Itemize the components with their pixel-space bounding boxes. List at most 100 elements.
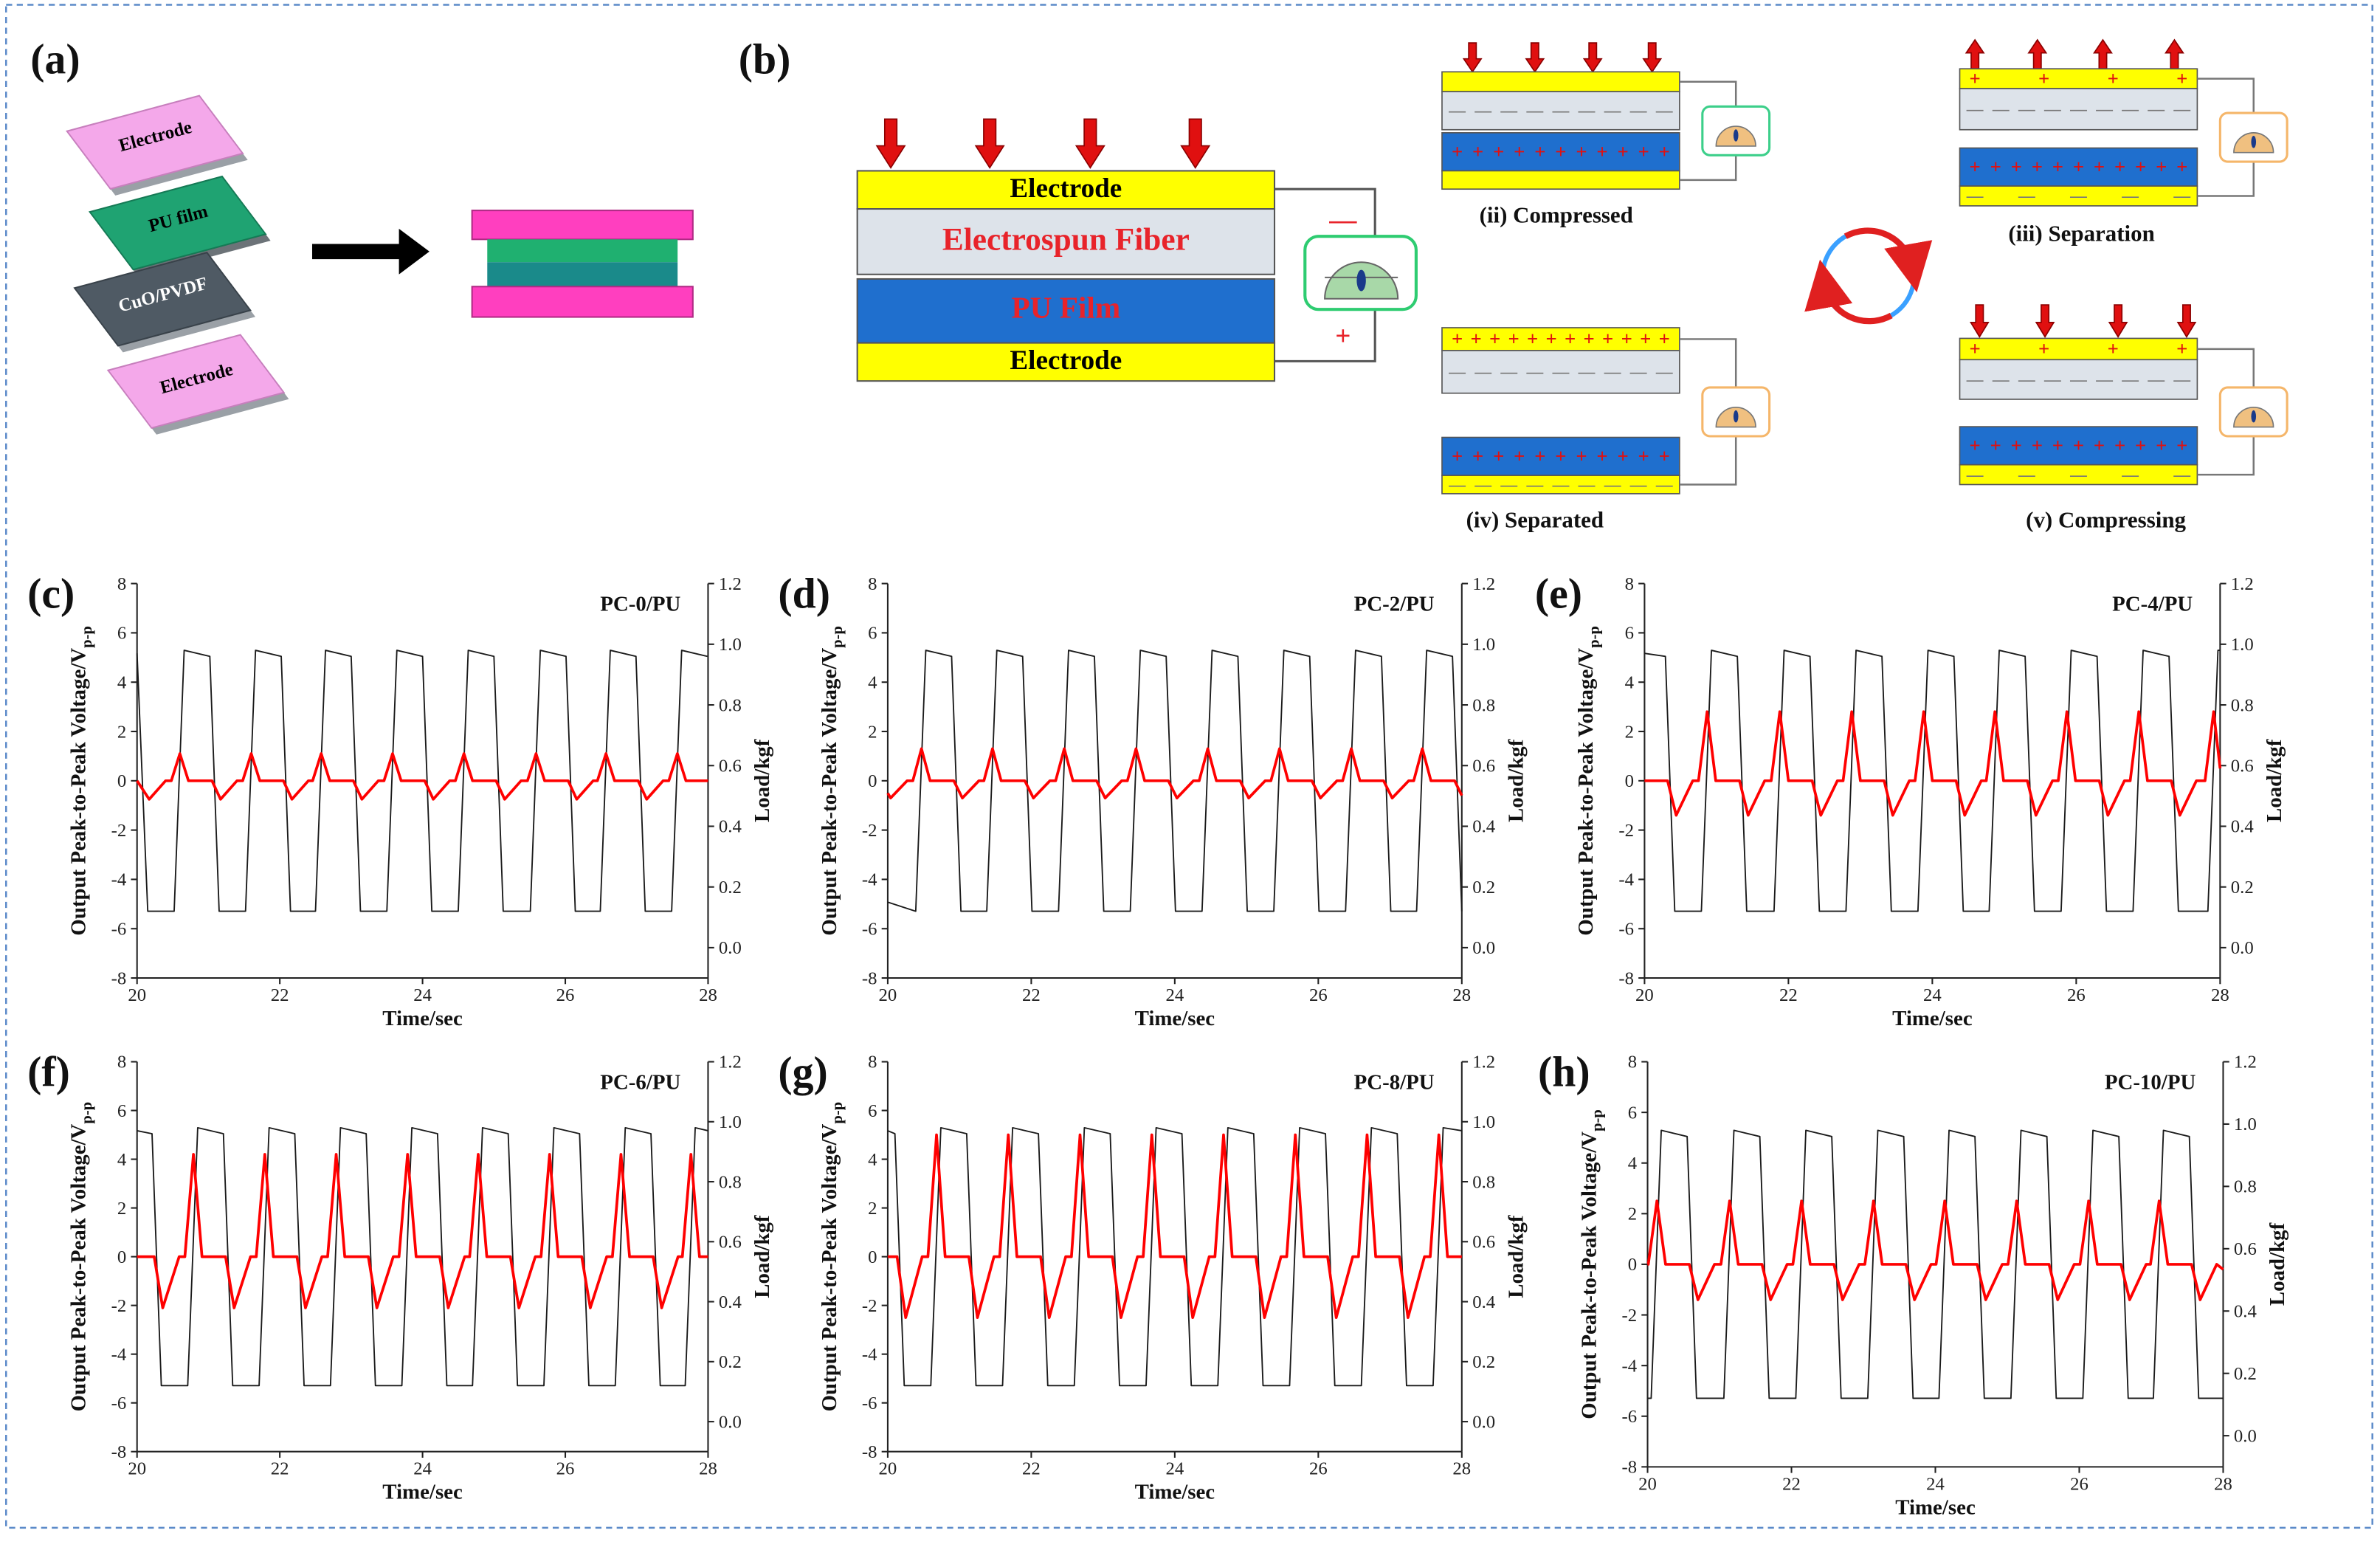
charge-sign: — xyxy=(2043,370,2061,388)
y-tick-label: -2 xyxy=(111,821,127,841)
charge-sign: + xyxy=(1514,445,1525,467)
y-tick-label: 2 xyxy=(1625,722,1634,742)
data-line xyxy=(137,1126,708,1387)
y-axis-label-text: Output Peak-to-Peak Voltage/V xyxy=(67,1123,91,1411)
y2-tick-label: 0.4 xyxy=(719,817,742,837)
chart: 20 22 24 26 28-8-6-4-2024680.00.20.40.60.81.… xyxy=(27,1050,774,1504)
panel-label: (g) xyxy=(778,1050,827,1096)
x-tick-label: 22 xyxy=(1782,1474,1801,1494)
charge-sign: — xyxy=(2121,100,2139,118)
data-line xyxy=(1644,650,2221,912)
x-tick-label: 28 xyxy=(1452,985,1471,1005)
y-tick-label: 6 xyxy=(1625,624,1634,644)
x-tick-label: 20 xyxy=(879,985,897,1005)
y2-tick-label: 0.8 xyxy=(2231,695,2254,715)
charge-sign: — xyxy=(2147,370,2165,388)
y-axis-label-subscript: p-p xyxy=(1590,1109,1606,1132)
y2-tick-label: 0.0 xyxy=(1472,938,1495,958)
charge-sign: — xyxy=(2069,100,2087,118)
layer xyxy=(1441,436,1680,476)
charge-sign: — xyxy=(1629,362,1647,381)
charge-sign: — xyxy=(1526,101,1544,120)
force-arrow xyxy=(1970,304,1990,338)
y-tick-label: -8 xyxy=(111,968,127,988)
y2-tick-label: 0.0 xyxy=(719,1412,742,1432)
charge-sign: — xyxy=(1578,101,1596,120)
charge-sign: + xyxy=(2011,156,2022,178)
charge-sign: — xyxy=(2069,187,2087,205)
data-line xyxy=(887,1126,1462,1387)
panel-label: (e) xyxy=(1535,571,1582,618)
charge-sign: + xyxy=(1546,328,1557,350)
charge-sign: + xyxy=(1514,140,1525,162)
y-axis-label-text: Output Peak-to-Peak Voltage/V xyxy=(818,648,841,936)
x-tick-label: 28 xyxy=(2211,985,2229,1005)
y2-tick-label: 0.4 xyxy=(1472,1292,1495,1312)
y2-tick-label: 0.0 xyxy=(2234,1426,2257,1446)
data-line xyxy=(137,1153,708,1309)
y2-tick-label: 1.0 xyxy=(1472,1112,1495,1132)
charge-sign: + xyxy=(1576,445,1587,467)
charge-sign: + xyxy=(1508,328,1520,350)
y-tick-label: -4 xyxy=(1618,870,1634,890)
data-line xyxy=(887,1133,1462,1320)
y-tick-label: -8 xyxy=(111,1442,127,1462)
charge-sign: + xyxy=(1452,445,1463,467)
y2-tick-label: 0.2 xyxy=(1472,1352,1495,1372)
y-tick-label: -6 xyxy=(111,919,127,939)
charge-sign: — xyxy=(1474,362,1491,381)
y-tick-label: 6 xyxy=(117,624,126,644)
force-arrow xyxy=(1642,42,1663,73)
force-arrow xyxy=(2108,304,2128,338)
y2-tick-label: 1.2 xyxy=(1472,574,1495,594)
force-arrow xyxy=(974,118,1005,169)
charge-sign: — xyxy=(2018,187,2035,205)
chart-title: PC-0/PU xyxy=(600,593,680,616)
charge-sign: + xyxy=(1555,140,1566,162)
meter-needle xyxy=(1733,410,1739,423)
y-tick-label: 4 xyxy=(1628,1154,1637,1174)
charge-sign: + xyxy=(1659,140,1670,162)
y2-tick-label: 1.2 xyxy=(719,1053,742,1072)
y-tick-label: 0 xyxy=(117,1247,126,1267)
x-tick-label: 22 xyxy=(1022,985,1041,1005)
charge-sign: — xyxy=(2095,370,2113,388)
x-tick-label: 20 xyxy=(879,1459,897,1479)
y2-axis-label: Load/kgf xyxy=(1504,739,1528,822)
panel-label: (c) xyxy=(27,571,75,618)
layer-stack-exploded: Electrode PU film CuO/PVDF Electrode xyxy=(66,94,289,435)
x-axis-label: Time/sec xyxy=(1135,1007,1215,1030)
force-arrow xyxy=(2035,304,2055,338)
x-tick-label: 28 xyxy=(1452,1459,1471,1479)
force-arrow xyxy=(1075,118,1106,169)
charge-sign: — xyxy=(1578,362,1596,381)
y-tick-label: 6 xyxy=(117,1101,126,1121)
charge-sign: — xyxy=(1328,205,1357,235)
charge-sign: — xyxy=(1474,475,1491,494)
layer xyxy=(1959,68,2198,89)
y-tick-label: 8 xyxy=(117,1053,126,1072)
data-line xyxy=(136,650,708,912)
layer xyxy=(1959,337,2198,361)
force-arrow xyxy=(2093,38,2113,70)
y-tick-label: 6 xyxy=(1628,1103,1637,1123)
x-tick-label: 20 xyxy=(1635,985,1654,1005)
charge-sign: — xyxy=(2018,370,2035,388)
charge-sign: + xyxy=(1534,140,1545,162)
x-tick-label: 26 xyxy=(1309,985,1328,1005)
y2-tick-label: 1.0 xyxy=(719,1112,742,1132)
force-arrow xyxy=(1582,42,1603,73)
y-tick-label: -4 xyxy=(111,1345,127,1365)
chart-title: PC-8/PU xyxy=(1354,1071,1435,1095)
x-tick-label: 22 xyxy=(271,1459,289,1479)
x-tick-label: 20 xyxy=(128,985,146,1005)
y2-axis-label: Load/kgf xyxy=(1504,1215,1528,1298)
y-axis-label-text: Output Peak-to-Peak Voltage/V xyxy=(1577,1132,1601,1419)
charge-sign: + xyxy=(1472,445,1483,467)
data-line xyxy=(1644,710,2222,817)
data-line xyxy=(1647,1129,2224,1399)
y-axis-label-subscript: p-p xyxy=(79,626,95,648)
chart-title: PC-10/PU xyxy=(2105,1071,2196,1095)
panel-label: (f) xyxy=(27,1050,70,1096)
charge-sign: — xyxy=(2018,100,2035,118)
